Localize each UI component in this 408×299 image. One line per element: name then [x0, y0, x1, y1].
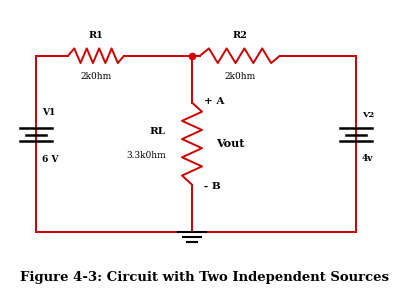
Text: Figure 4-3: Circuit with Two Independent Sources: Figure 4-3: Circuit with Two Independent…: [20, 271, 388, 284]
Text: 2k0hm: 2k0hm: [224, 72, 255, 81]
Text: RL: RL: [150, 127, 166, 136]
Text: 6 V: 6 V: [42, 155, 59, 164]
Text: V2: V2: [362, 111, 374, 119]
Text: 3.3k0hm: 3.3k0hm: [126, 151, 166, 160]
Text: - B: - B: [204, 182, 221, 191]
Text: 4v: 4v: [362, 154, 373, 163]
Text: Vout: Vout: [216, 138, 244, 149]
Text: V1: V1: [42, 108, 55, 117]
Text: + A: + A: [204, 97, 224, 106]
Text: 2k0hm: 2k0hm: [80, 72, 112, 81]
Text: R2: R2: [233, 30, 247, 40]
Text: R1: R1: [89, 30, 103, 40]
